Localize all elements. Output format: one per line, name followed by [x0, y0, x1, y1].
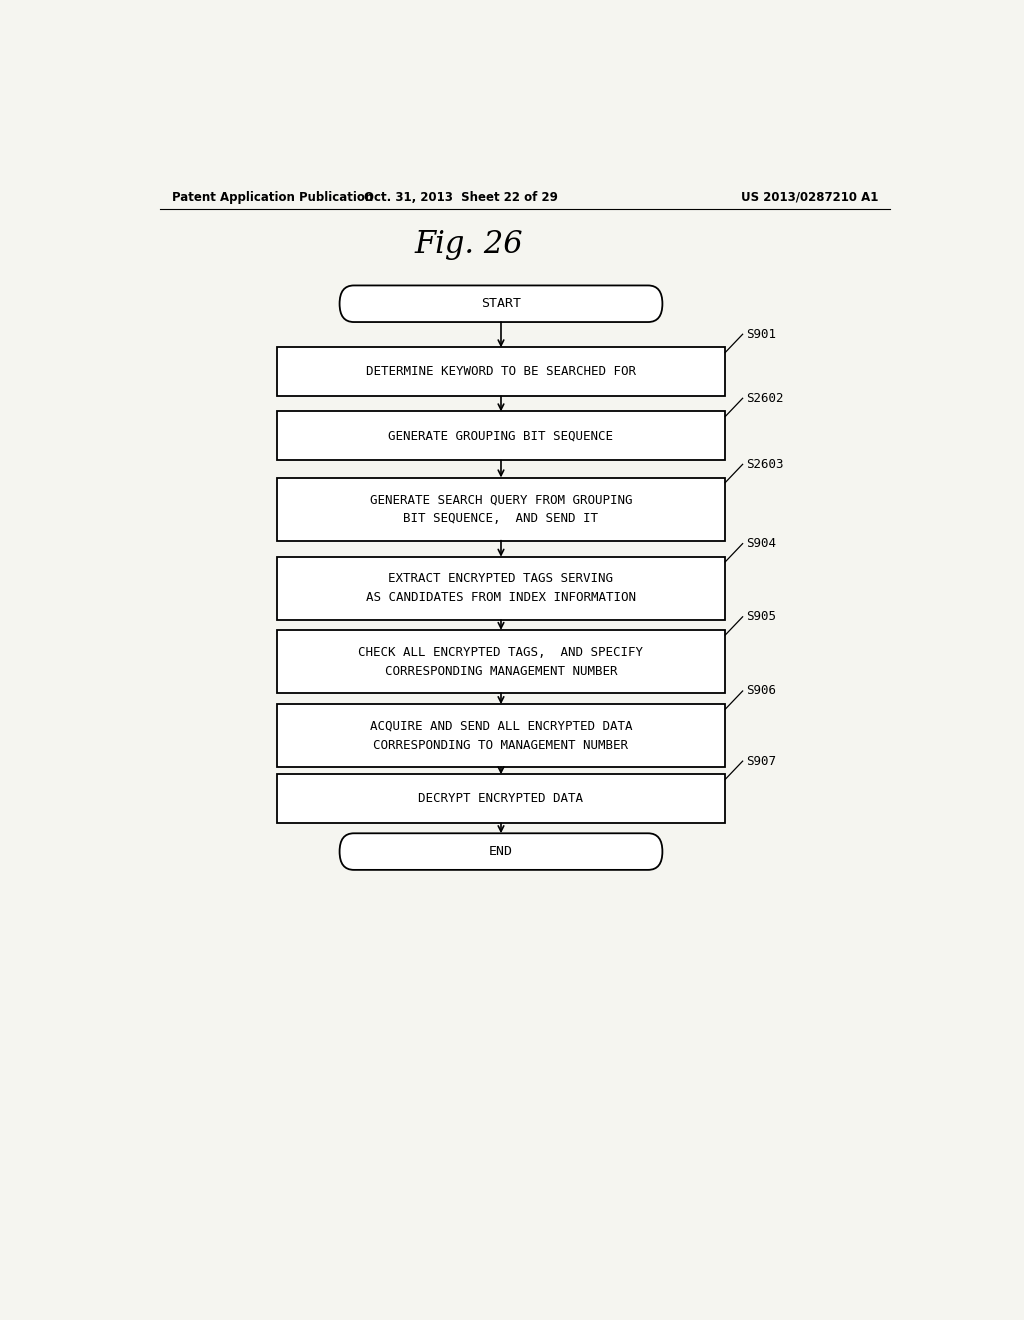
Text: Patent Application Publication: Patent Application Publication — [172, 190, 373, 203]
Text: CHECK ALL ENCRYPTED TAGS,  AND SPECIFY
CORRESPONDING MANAGEMENT NUMBER: CHECK ALL ENCRYPTED TAGS, AND SPECIFY CO… — [358, 645, 643, 677]
Text: ACQUIRE AND SEND ALL ENCRYPTED DATA
CORRESPONDING TO MANAGEMENT NUMBER: ACQUIRE AND SEND ALL ENCRYPTED DATA CORR… — [370, 719, 632, 751]
FancyBboxPatch shape — [340, 285, 663, 322]
Bar — [276, 478, 725, 541]
Bar — [276, 557, 725, 620]
Text: Fig. 26: Fig. 26 — [415, 230, 523, 260]
Text: S904: S904 — [746, 537, 776, 550]
Text: S905: S905 — [746, 610, 776, 623]
Text: GENERATE SEARCH QUERY FROM GROUPING
BIT SEQUENCE,  AND SEND IT: GENERATE SEARCH QUERY FROM GROUPING BIT … — [370, 494, 632, 525]
Text: S906: S906 — [746, 685, 776, 697]
Text: Oct. 31, 2013  Sheet 22 of 29: Oct. 31, 2013 Sheet 22 of 29 — [365, 190, 558, 203]
Text: DECRYPT ENCRYPTED DATA: DECRYPT ENCRYPTED DATA — [419, 792, 584, 805]
Bar — [276, 704, 725, 767]
Bar — [276, 775, 725, 824]
Text: S2603: S2603 — [746, 458, 784, 471]
Text: END: END — [489, 845, 513, 858]
Text: EXTRACT ENCRYPTED TAGS SERVING
AS CANDIDATES FROM INDEX INFORMATION: EXTRACT ENCRYPTED TAGS SERVING AS CANDID… — [366, 573, 636, 605]
Bar — [276, 630, 725, 693]
Text: DETERMINE KEYWORD TO BE SEARCHED FOR: DETERMINE KEYWORD TO BE SEARCHED FOR — [366, 366, 636, 379]
Text: US 2013/0287210 A1: US 2013/0287210 A1 — [740, 190, 878, 203]
Text: S901: S901 — [746, 327, 776, 341]
Text: S2602: S2602 — [746, 392, 784, 405]
Text: GENERATE GROUPING BIT SEQUENCE: GENERATE GROUPING BIT SEQUENCE — [388, 429, 613, 442]
Text: START: START — [481, 297, 521, 310]
Bar — [276, 412, 725, 461]
Bar — [276, 347, 725, 396]
FancyBboxPatch shape — [340, 833, 663, 870]
Text: S907: S907 — [746, 755, 776, 768]
